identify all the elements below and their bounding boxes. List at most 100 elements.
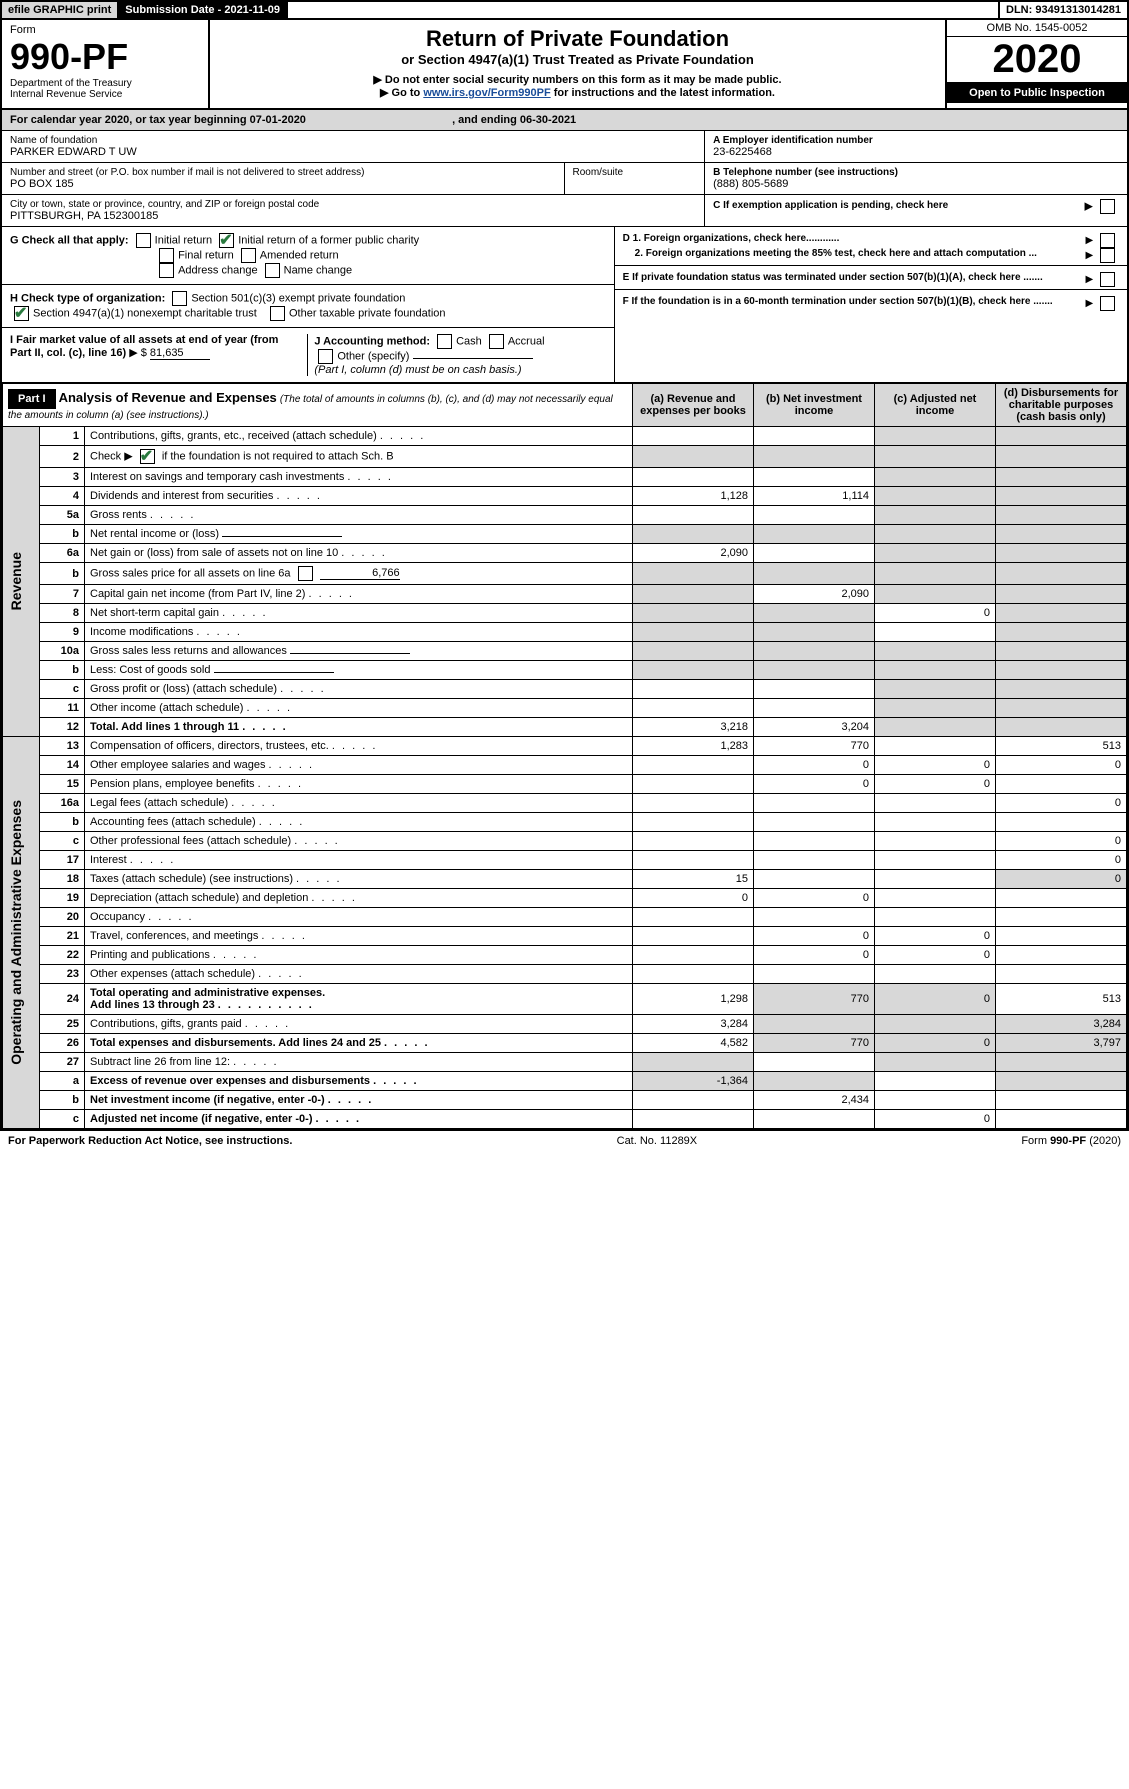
row-desc: Less: Cost of goods sold [85,661,633,680]
part1-table: Part I Analysis of Revenue and Expenses … [2,383,1127,1129]
h-4947[interactable] [14,306,29,321]
table-row: 27Subtract line 26 from line 12: [3,1053,1127,1072]
cell [875,1072,996,1091]
g-initial-former[interactable] [219,233,234,248]
e-cb[interactable] [1100,272,1115,287]
row-desc: Subtract line 26 from line 12: [85,1053,633,1072]
table-row: 5aGross rents [3,506,1127,525]
submission-date: Submission Date - 2021-11-09 [119,2,288,18]
cell [754,870,875,889]
cell [754,525,875,544]
cell [633,506,754,525]
d1: D 1. Foreign organizations, check here..… [623,233,1119,244]
row-num: 16a [40,794,85,813]
table-row: bAccounting fees (attach schedule) [3,813,1127,832]
row-num: 6a [40,544,85,563]
cell: 513 [996,984,1127,1015]
row-num: 20 [40,908,85,927]
g-namechg[interactable] [265,263,280,278]
row-num: a [40,1072,85,1091]
cell [875,642,996,661]
cell [996,1091,1127,1110]
table-row: 18Taxes (attach schedule) (see instructi… [3,870,1127,889]
goto-link[interactable]: www.irs.gov/Form990PF [423,87,550,99]
cell [996,525,1127,544]
j-other[interactable] [318,349,333,364]
e: E If private foundation status was termi… [615,265,1127,283]
row-num: 3 [40,468,85,487]
cell: 0 [996,870,1127,889]
row-desc: Contributions, gifts, grants paid [85,1015,633,1034]
d2: 2. Foreign organizations meeting the 85%… [623,248,1119,259]
expenses-label: Operating and Administrative Expenses [8,800,24,1065]
d2-cb[interactable] [1100,248,1115,263]
row-desc: Total. Add lines 1 through 11 [85,718,633,737]
cell [996,775,1127,794]
row-desc: Printing and publications [85,946,633,965]
h-501c3[interactable] [172,291,187,306]
topbar: efile GRAPHIC print Submission Date - 20… [0,0,1129,20]
j-cash[interactable] [437,334,452,349]
form-footer: Form 990-PF (2020) [1021,1135,1121,1147]
form-id-box: Form 990-PF Department of the Treasury I… [2,20,210,108]
cell [633,623,754,642]
cell: 0 [754,889,875,908]
cell: 1,283 [633,737,754,756]
cell [875,737,996,756]
d1-cb[interactable] [1100,233,1115,248]
col-b: (b) Net investment income [754,384,875,427]
j-accrual[interactable] [489,334,504,349]
cell: 0 [633,889,754,908]
row-num: c [40,1110,85,1129]
cell: 1,128 [633,487,754,506]
row-num: b [40,1091,85,1110]
title-block: Form 990-PF Department of the Treasury I… [0,20,1129,110]
row-desc: Interest on savings and temporary cash i… [85,468,633,487]
cell [633,965,754,984]
cell: 770 [754,984,875,1015]
cell [996,427,1127,446]
cell [996,642,1127,661]
g-initial[interactable] [136,233,151,248]
cell: 0 [875,1034,996,1053]
row-num: 4 [40,487,85,506]
cell: 770 [754,737,875,756]
row-num: 19 [40,889,85,908]
table-row: 25Contributions, gifts, grants paid 3,28… [3,1015,1127,1034]
cell [754,680,875,699]
cell [875,851,996,870]
form-word: Form [10,24,200,36]
cell [996,1072,1127,1091]
h-other[interactable] [270,306,285,321]
cell: 0 [754,927,875,946]
table-row: aExcess of revenue over expenses and dis… [3,1072,1127,1091]
table-row: cGross profit or (loss) (attach schedule… [3,680,1127,699]
cell [875,908,996,927]
row-desc: Adjusted net income (if negative, enter … [85,1110,633,1129]
omb: OMB No. 1545-0052 [947,20,1127,37]
g-amended[interactable] [241,248,256,263]
table-row: 4Dividends and interest from securities … [3,487,1127,506]
row-num: 10a [40,642,85,661]
cell [633,794,754,813]
table-row: bNet investment income (if negative, ent… [3,1091,1127,1110]
g-addrchg[interactable] [159,263,174,278]
table-row: 3Interest on savings and temporary cash … [3,468,1127,487]
cell: 4,582 [633,1034,754,1053]
cell [996,813,1127,832]
row-checkbox[interactable] [298,566,313,581]
g-final[interactable] [159,248,174,263]
cell [754,794,875,813]
cell [633,699,754,718]
c-checkbox[interactable] [1100,199,1115,214]
foundation-name: PARKER EDWARD T UW [10,146,696,158]
row-num: 23 [40,965,85,984]
cell [996,623,1127,642]
cell [633,604,754,623]
row-checkbox[interactable] [140,449,155,464]
cell [875,1015,996,1034]
cell [996,487,1127,506]
row-num: c [40,680,85,699]
cell [633,775,754,794]
f-cb[interactable] [1100,296,1115,311]
